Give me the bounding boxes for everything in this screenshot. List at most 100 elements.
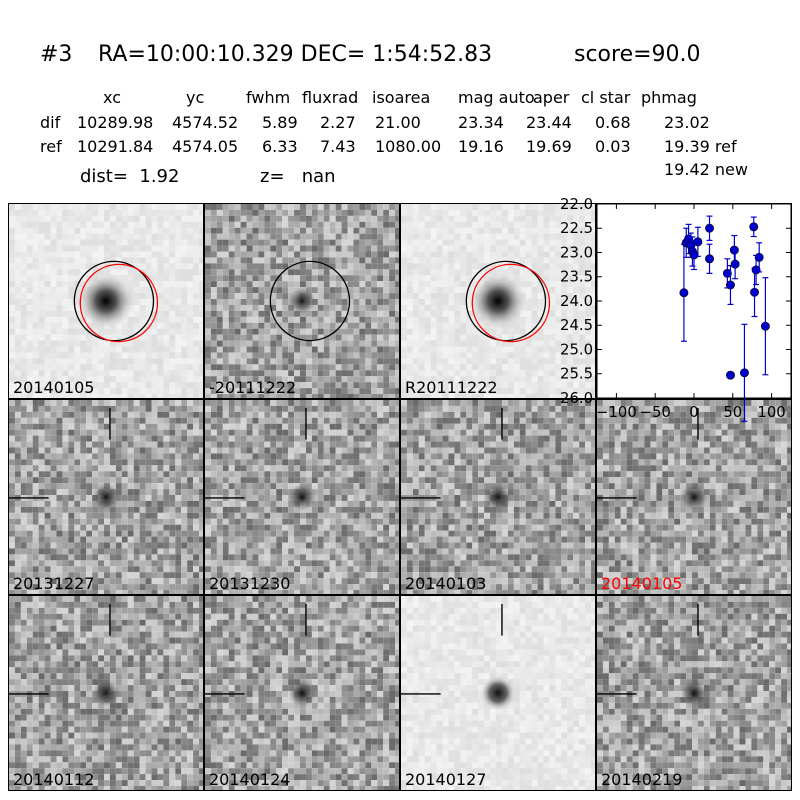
source-blob [680,483,708,511]
aperture-circle-ref [269,260,351,342]
y-tick-label: 26.0 [560,390,593,407]
stamp-date-label: 20131230 [209,574,291,593]
x-tick-label: −100 [596,404,637,421]
phmag-new: 19.42 new [664,160,748,179]
stamp-date-label: 20140112 [13,770,95,789]
row-label: dif [40,113,61,132]
row-value: 2.27 [320,113,356,132]
source-blob [76,271,136,331]
y-tick-label: 22.0 [560,196,593,213]
x-tick-label: 0 [689,404,698,421]
data-point [730,259,740,269]
stamp-date-label: -20111222 [209,378,297,397]
stamp-image [401,596,595,790]
row-value: 0.68 [595,113,631,132]
data-point [726,280,735,290]
stamp-panel: 20131227 [8,399,204,595]
row-value: 10289.98 [77,113,154,132]
source-blob [288,483,316,511]
y-tick-label: 25.5 [560,366,593,383]
stamp-image [9,400,203,594]
stamp-grid: 20140105 -20111222 R20111222 20131227 201312… [8,196,792,791]
row-value: 10291.84 [77,137,154,156]
aperture-circle-new [471,263,551,343]
data-point [679,288,689,298]
y-tick-label: 25.0 [560,341,593,358]
stamp-date-label: 20140219 [601,770,683,789]
data-point [739,368,749,378]
stamp-date-label: 20140105 [13,378,95,397]
row-value: 19.69 [526,137,572,156]
y-tick-label: 24.5 [560,317,593,334]
data-point [689,250,699,260]
z-value: z= nan [260,166,336,187]
row-value: 23.02 [664,113,710,132]
lightcurve-chart: 22.0 22.5 23.0 23.5 24.0 24.5 25.0 25.5 26.0 −100… [560,196,792,422]
y-tick-label: 22.5 [560,220,593,237]
data-point [705,223,714,233]
stamp-date-label: 20140103 [405,574,487,593]
stamp-image [9,596,203,790]
column-header: mag auto [458,88,535,107]
stamp-image [205,204,399,398]
row-value: 23.44 [526,113,572,132]
row-value: 6.33 [262,137,298,156]
x-tick-label: −50 [640,404,671,421]
y-tick-label: 23.5 [560,269,593,286]
column-header: fwhm [246,88,291,107]
x-tick-label: 100 [757,404,785,421]
data-point [726,370,735,380]
stamp-panel: R20111222 [400,203,596,399]
stamp-image [401,400,595,594]
stamp-date-label: R20111222 [405,378,498,397]
row-label: ref [40,137,62,156]
aperture-circle-new [79,263,159,343]
source-blob [680,679,708,707]
data-point [750,287,759,297]
source-blob [288,679,316,707]
stamp-panel: 20131230 [204,399,400,595]
column-header: isoarea [372,88,431,107]
title-radec: RA=10:00:10.329 DEC= 1:54:52.83 [98,42,493,67]
column-header: yc [186,88,205,107]
source-blob [92,483,120,511]
stamp-image [205,596,399,790]
row-value: 7.43 [320,137,356,156]
stamp-panel: 20140103 [400,399,596,595]
row-value: 21.00 [375,113,421,132]
data-point [754,252,764,262]
aperture-circle-ref [465,260,547,342]
row-value: 19.39 ref [664,137,737,156]
title-id: #3 [40,42,73,67]
stamp-image [205,400,399,594]
column-header: aper [533,88,570,107]
data-point [722,268,732,278]
column-header: phmag [641,88,697,107]
stamp-panel: 20140124 [204,595,400,791]
data-point [749,222,759,232]
lightcurve-svg: 22.0 22.5 23.0 23.5 24.0 24.5 25.0 25.5 26.0−100… [560,196,792,422]
column-header: xc [103,88,121,107]
stamp-image [597,596,791,790]
stamp-panel: 20140105 [8,203,204,399]
row-value: 4574.05 [172,137,239,156]
stamp-date-label: 20140124 [209,770,291,789]
stamp-panel: 20140219 [596,595,792,791]
data-point [760,321,770,331]
row-value: 4574.52 [172,113,239,132]
aperture-circle-ref [73,260,155,342]
stamp-image [9,204,203,398]
row-value: 0.03 [595,137,631,156]
x-tick-label: 50 [723,404,742,421]
source-blob [484,483,512,511]
column-header: cl star [581,88,631,107]
source-blob [288,287,316,315]
row-value: 23.34 [458,113,504,132]
data-point [693,237,703,247]
source-blob [468,271,528,331]
stamp-date-label: 20131227 [13,574,95,593]
row-value: 1080.00 [375,137,442,156]
stamp-panel: -20111222 [204,203,400,399]
dist-value: dist= 1.92 [80,166,180,187]
stamp-image [401,204,595,398]
